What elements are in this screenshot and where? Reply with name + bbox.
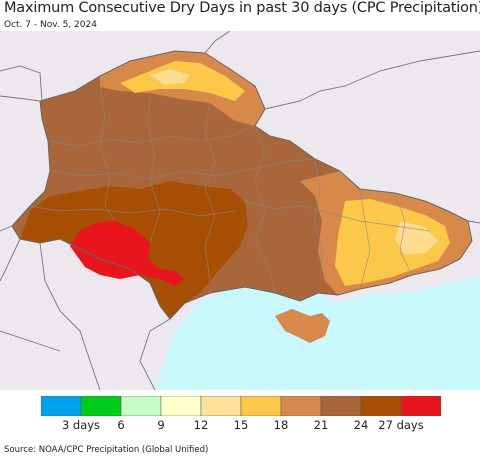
legend-swatch bbox=[280, 396, 322, 416]
legend-swatch bbox=[240, 396, 282, 416]
region-18-days-east bbox=[335, 199, 450, 286]
legend-swatch bbox=[41, 396, 82, 416]
legend-swatch bbox=[80, 396, 122, 416]
oblast-borders bbox=[29, 86, 431, 294]
legend-tick-label: 21 bbox=[313, 418, 329, 432]
legend-swatch bbox=[200, 396, 242, 416]
legend-tick-label: 12 bbox=[193, 418, 209, 432]
legend-swatch bbox=[160, 396, 202, 416]
legend-tick-label: 27 days bbox=[378, 418, 424, 432]
map-title: Maximum Consecutive Dry Days in past 30 … bbox=[4, 0, 480, 16]
ukraine-border bbox=[11, 50, 473, 320]
legend-swatch bbox=[360, 396, 402, 416]
legend-colorbar bbox=[41, 396, 441, 416]
legend-swatch bbox=[320, 396, 362, 416]
crimea bbox=[275, 309, 330, 343]
region-15-days-east bbox=[395, 221, 438, 255]
legend-tick-label: 15 bbox=[233, 418, 249, 432]
legend-swatch bbox=[400, 396, 441, 416]
region-30-days bbox=[70, 221, 185, 286]
source-note: Source: NOAA/CPC Precipitation (Global U… bbox=[4, 445, 209, 455]
map-subtitle: Oct. 7 - Nov. 5, 2024 bbox=[4, 20, 97, 30]
legend-tick-label: 9 bbox=[157, 418, 165, 432]
legend-tick-label: 3 days bbox=[61, 418, 101, 432]
legend-swatch bbox=[120, 396, 162, 416]
legend-tick-label: 24 bbox=[353, 418, 369, 432]
dry-days-map bbox=[0, 31, 480, 390]
legend-tick-label: 18 bbox=[273, 418, 289, 432]
country-borders bbox=[0, 31, 480, 390]
legend-labels: 3 days 6 9 12 15 18 21 24 27 days bbox=[41, 418, 441, 434]
region-27-days-east bbox=[230, 181, 318, 226]
legend-tick-label: 6 bbox=[117, 418, 125, 432]
region-15-days-north bbox=[150, 69, 190, 85]
